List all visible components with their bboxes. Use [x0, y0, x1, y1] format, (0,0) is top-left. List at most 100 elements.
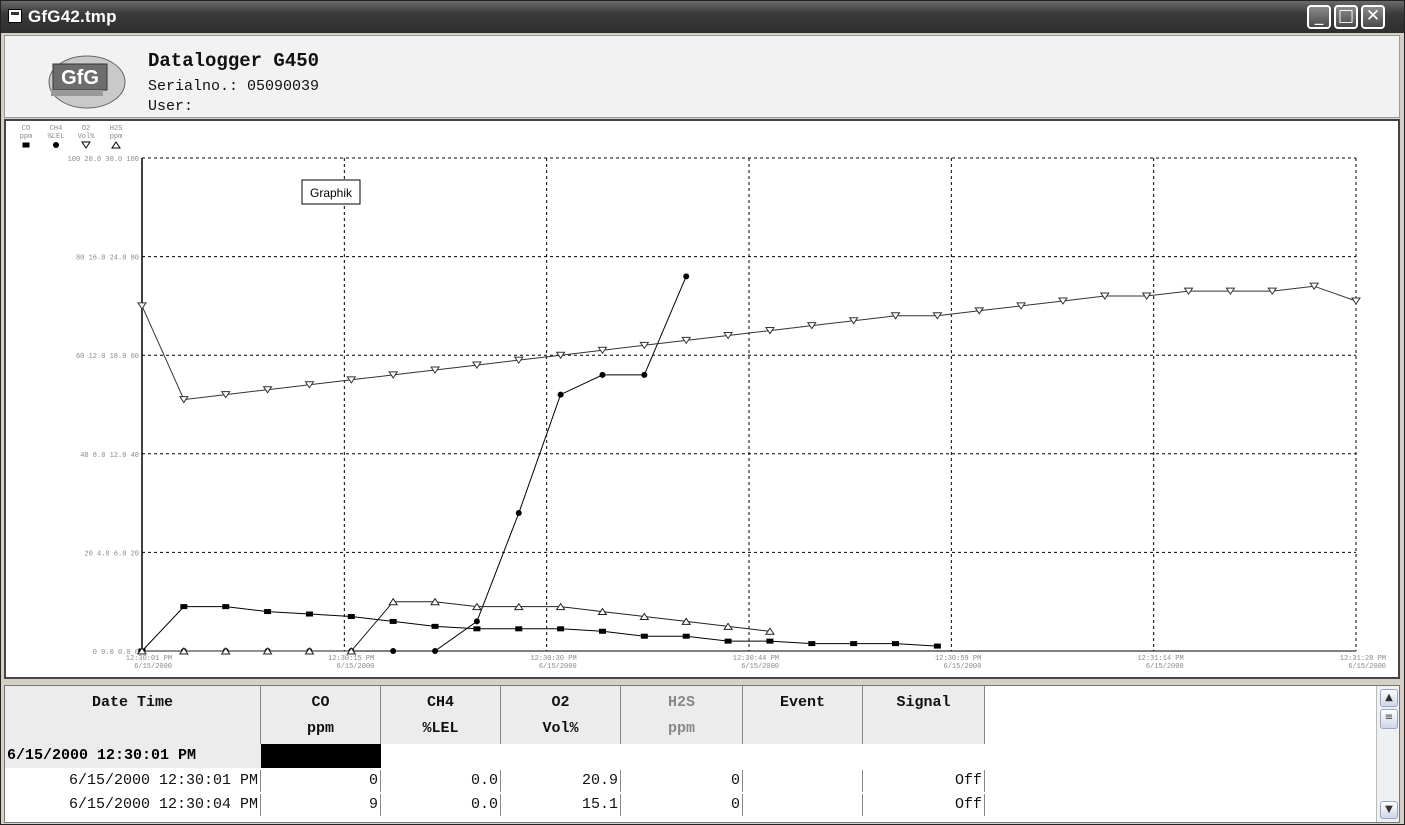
data-point-triangle-down: [1225, 287, 1236, 296]
chart-tooltip-box: [301, 179, 361, 205]
column-header[interactable]: Date Time: [5, 686, 261, 744]
column-header-unit: ppm: [667, 720, 695, 737]
table-cell[interactable]: 20.9: [501, 770, 621, 792]
x-tick-time: 12:30:44 PM: [733, 655, 779, 663]
data-point-triangle-up: [513, 602, 524, 611]
data-point-triangle-down: [555, 351, 566, 360]
data-point-square: [724, 638, 732, 644]
column-header-unit: %LEL: [422, 720, 459, 737]
axis-header-unit: ppm: [20, 133, 33, 141]
data-point-triangle-up: [555, 602, 566, 611]
x-tick-date: 6/15/2000: [539, 663, 577, 671]
data-point-triangle-up: [178, 647, 189, 655]
selected-cell[interactable]: [261, 744, 381, 768]
data-point-triangle-down: [346, 376, 357, 384]
data-point-square: [933, 643, 941, 649]
data-point-square: [766, 638, 774, 644]
column-header-name: O2: [551, 694, 570, 711]
serial-number: Serialno.: 05090039: [148, 78, 320, 95]
column-header[interactable]: H2S ppm: [621, 686, 743, 744]
data-point-square: [892, 641, 900, 647]
chart-panel[interactable]: 100 20.0 30.0 100 80 16.0 24.0 80 60 12.0 …: [4, 119, 1400, 679]
table-cell[interactable]: 0.0: [381, 794, 501, 816]
x-tick-date: 6/15/2000: [741, 663, 779, 671]
column-header[interactable]: O2 Vol%: [501, 686, 621, 744]
data-point-square: [557, 626, 565, 632]
maximize-button[interactable]: □: [1334, 5, 1358, 29]
data-point-triangle-up: [304, 647, 315, 655]
table-cell[interactable]: 0: [261, 770, 381, 792]
column-header-name: Date Time: [91, 694, 173, 711]
column-header-name: CO: [311, 694, 330, 711]
column-header-name: Signal: [896, 694, 951, 711]
data-point-triangle-down: [890, 312, 901, 320]
data-point-square: [264, 609, 272, 615]
data-point-triangle-down: [932, 312, 943, 320]
data-point-square: [431, 623, 439, 629]
table-cell[interactable]: 9: [261, 794, 381, 816]
y-tick-label: 80 16.0 24.0 80: [76, 255, 139, 263]
axis-header-name: CO: [22, 125, 30, 133]
column-header-unit: Vol%: [542, 720, 579, 737]
column-header[interactable]: Signal: [863, 686, 985, 744]
data-point-triangle-up: [388, 597, 399, 606]
data-point-triangle-down: [1058, 297, 1068, 305]
scroll-up-button[interactable]: ▲: [1380, 689, 1398, 707]
x-tick-date: 6/15/2000: [337, 663, 375, 671]
data-point-triangle-down: [388, 371, 399, 379]
table-cell[interactable]: [743, 794, 863, 816]
table-cell[interactable]: 0: [621, 794, 743, 816]
data-point-square: [808, 641, 816, 647]
series-line-circle: [142, 276, 687, 652]
floppy-disk-icon[interactable]: [8, 9, 22, 23]
data-point-circle: [390, 648, 397, 654]
legend-marker: [22, 142, 30, 148]
device-header: GfG Datalogger G450 Serialno.: 05090039 …: [4, 35, 1400, 118]
data-point-triangle-down: [974, 307, 985, 315]
column-header-name: Event: [779, 694, 825, 711]
data-point-triangle-up: [723, 622, 734, 630]
data-point-triangle-down: [220, 391, 231, 399]
table-cell[interactable]: 0.0: [381, 770, 501, 792]
data-point-square: [682, 633, 690, 639]
vertical-scrollbar[interactable]: ▲ ≡ ▼: [1376, 686, 1399, 822]
table-cell[interactable]: Off: [863, 794, 985, 816]
data-point-triangle-up: [764, 627, 775, 635]
data-point-triangle-down: [1183, 287, 1194, 296]
close-button[interactable]: ✕: [1361, 5, 1385, 29]
minimize-button[interactable]: _: [1307, 5, 1331, 29]
scroll-thumb[interactable]: ≡: [1380, 709, 1398, 729]
column-header[interactable]: CO ppm: [261, 686, 381, 744]
x-tick-time: 12:31:14 PM: [1137, 655, 1183, 663]
axis-header-name: H2S: [110, 125, 123, 133]
data-point-triangle-up: [262, 647, 273, 655]
table-cell[interactable]: 6/15/2000 12:30:04 PM: [5, 794, 261, 816]
y-tick-label: 40 8.0 12.0 40: [80, 452, 139, 460]
data-point-square: [598, 628, 606, 634]
chart-svg[interactable]: 100 20.0 30.0 100 80 16.0 24.0 80 60 12.0 …: [6, 121, 1398, 677]
data-point-triangle-down: [513, 356, 524, 365]
table-cell[interactable]: 15.1: [501, 794, 621, 816]
column-header[interactable]: Event: [743, 686, 863, 744]
y-tick-label: 20 4.0 6.0 20: [84, 550, 139, 558]
scroll-down-button[interactable]: ▼: [1380, 801, 1398, 819]
table-cell[interactable]: Off: [863, 770, 985, 792]
title-bar[interactable]: GfG42.tmp _ □ ✕: [1, 1, 1404, 33]
table-cell[interactable]: 6/15/2000 12:30:01 PM: [5, 770, 261, 792]
series-line-triangle-down: [141, 285, 1357, 401]
data-point-circle: [641, 371, 648, 378]
group-row-label[interactable]: 6/15/2000 12:30:01 PM: [5, 744, 263, 768]
legend-marker: [53, 142, 59, 148]
column-header[interactable]: CH4 %LEL: [381, 686, 501, 744]
device-title: Datalogger G450: [148, 50, 320, 72]
x-tick-time: 12:30:15 PM: [328, 655, 374, 663]
data-point-square: [850, 641, 858, 647]
axis-header-unit: ppm: [110, 133, 123, 141]
table-cell[interactable]: 0: [621, 770, 743, 792]
table-cell[interactable]: [743, 770, 863, 792]
x-tick-time: 12:31:28 PM: [1340, 655, 1386, 663]
window-title: GfG42.tmp: [28, 7, 117, 26]
data-table[interactable]: Date Time CO ppm CH4 %LEL O2 Vol% H2S ppm Event Si…: [4, 685, 1400, 823]
column-header-name: CH4: [426, 694, 454, 711]
